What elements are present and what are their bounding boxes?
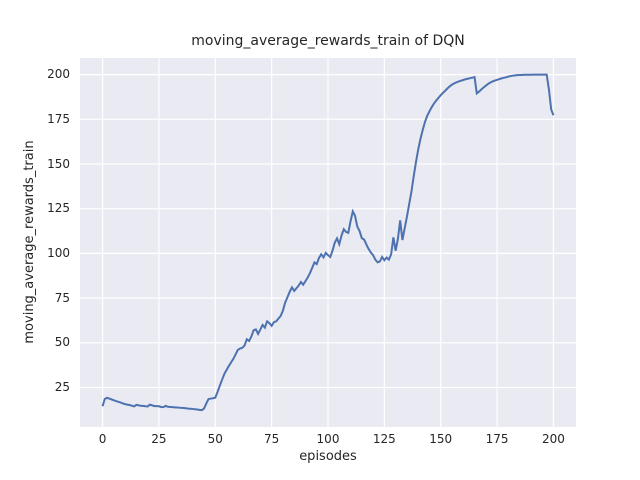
x-tick-label: 0 [98,432,107,446]
y-tick-label: 175 [47,111,70,126]
x-axis-label: episodes [299,449,357,464]
y-tick-label: 100 [47,245,70,260]
x-tick-label: 125 [372,432,396,446]
y-tick-label: 25 [54,379,70,394]
plot-area [80,58,576,427]
y-tick-label: 200 [47,67,70,82]
x-tick-label: 50 [207,432,223,446]
x-tick-label: 175 [485,432,509,446]
y-tick-label: 75 [54,290,70,305]
x-tick-label: 200 [542,432,565,446]
line-plot-svg [80,58,576,427]
series-line-moving_average_rewards_train [101,73,555,412]
y-tick-label: 50 [54,335,70,350]
x-tick-label: 25 [151,432,167,446]
y-tick-label: 125 [47,201,70,216]
chart-title: moving_average_rewards_train of DQN [191,33,465,49]
x-tick-label: 75 [263,432,280,446]
x-tick-label: 150 [429,432,453,446]
y-tick-label: 150 [47,156,70,171]
x-tick-label: 100 [316,432,340,446]
